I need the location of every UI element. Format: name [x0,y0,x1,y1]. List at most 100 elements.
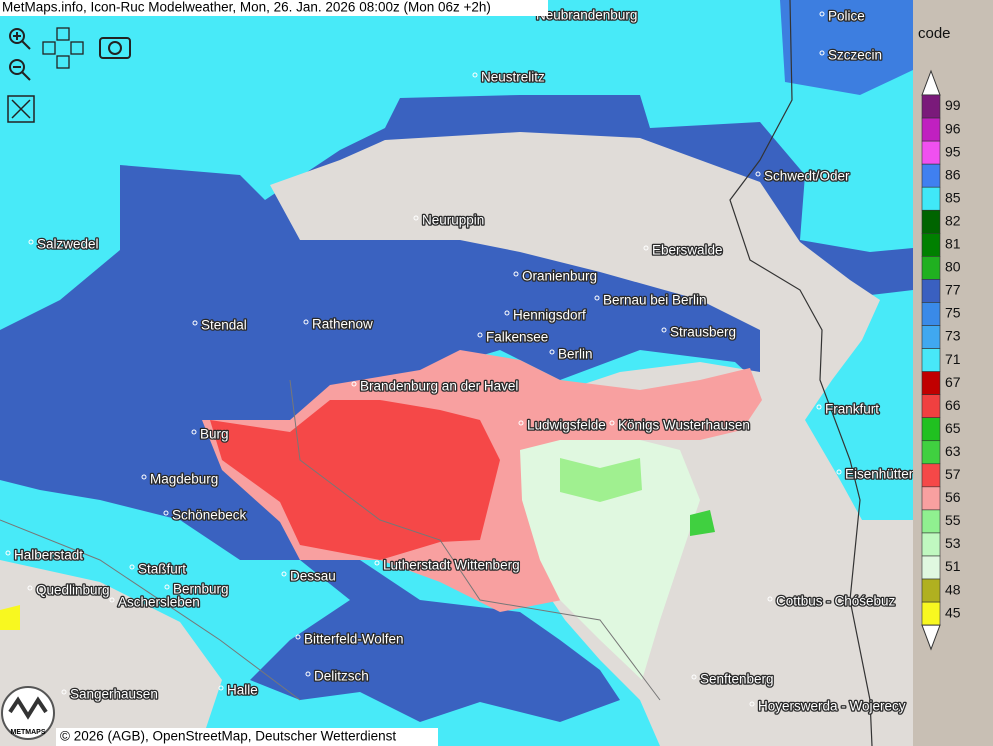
city-dot [819,50,825,56]
map [0,0,913,746]
copyright: © 2026 (AGB), OpenStreetMap, Deutscher W… [60,729,396,744]
logo-text: METMAPS [11,729,46,736]
city-label: Cottbus - Chóśebuz [776,594,896,609]
area-51 [520,440,700,680]
legend-label: 55 [945,512,961,528]
legend-label: 99 [945,97,961,113]
city-label: Bernburg [173,582,229,597]
legend-label: 45 [945,604,961,620]
city-dot [749,701,755,707]
legend-swatch [921,186,941,211]
city-dot [518,420,524,426]
city-label: Neuruppin [422,213,484,228]
legend-arrow-bottom [921,624,941,651]
legend-swatch [921,279,941,303]
city-dot [472,72,478,78]
city-dot [164,584,170,590]
country-border [729,0,873,746]
city-label: Staßfurt [138,562,186,577]
city-dot [163,510,169,516]
city-dot [61,689,67,695]
legend-label: 80 [945,259,961,275]
legend-swatch [921,325,941,349]
city-label: Hennigsdorf [513,308,586,323]
legend: 99 96 95 86 85 82 81 80 77 75 73 71 67 66 65 63 57 56 55 53… [921,69,961,651]
legend-swatch [921,256,941,280]
legend-swatch [921,348,941,372]
legend-swatch [921,371,941,395]
legend-label: 57 [945,466,961,482]
city-label: Bitterfeld-Wolfen [304,632,404,647]
city-dot [661,327,667,333]
city-label: Schönebeck [172,508,247,523]
city-dot [691,674,697,680]
city-label: Eberswalde [652,243,723,258]
legend-swatch [921,140,941,165]
legend-label: 77 [945,282,961,298]
screenshot[interactable] [99,37,131,59]
city-label: Halberstadt [14,548,83,563]
legend-label: 71 [945,351,961,367]
area-55 [560,458,642,502]
legend-swatch [921,440,941,465]
city-label: Sangerhausen [70,687,158,702]
legend-swatch [921,578,941,603]
fullscreen[interactable] [7,95,35,123]
zoom-out[interactable] [9,59,31,81]
legend-label: 51 [945,558,961,574]
legend-swatch [921,601,941,626]
city-dot [5,550,11,556]
pan[interactable] [42,27,84,69]
city-dot [477,332,483,338]
city-dot [594,295,600,301]
city-dot [109,597,115,603]
footer-bg [56,728,438,746]
city-dot [305,671,311,677]
city-label: Brandenburg an der Havel [360,379,518,394]
legend-label: 82 [945,212,961,228]
city-label: Stendal [201,318,247,333]
city-dot [28,239,34,245]
city-label: Oranienburg [522,269,597,284]
legend-swatch [921,163,941,188]
legend-label: 81 [945,236,961,252]
city-label: Ludwigsfelde [527,418,606,433]
legend-label: 85 [945,189,961,205]
city-dot [549,349,555,355]
area-63 [690,510,715,536]
header-title: MetMaps.info, Icon-Ruc Modelweather, Mon… [2,0,491,15]
city-label: Police [828,9,865,24]
legend-label: 65 [945,420,961,436]
area-no-precip [0,560,222,746]
legend-swatch [921,233,941,257]
city-dot [816,404,822,410]
city-label: Dessau [290,569,336,584]
city-dot [295,634,301,640]
legend-swatch [921,463,941,488]
legend-swatch [921,302,941,326]
city-dot [351,381,357,387]
city-label: Delitzsch [314,669,369,684]
logo: METMAPS [1,686,55,740]
city-dot [141,474,147,480]
city-dot [819,11,825,17]
city-label: Königs Wusterhausen [618,418,750,433]
area-75 [780,0,913,95]
map-controls [7,27,131,123]
legend-label: 75 [945,305,961,321]
zoom-in[interactable] [9,28,31,50]
city-label: Neustrelitz [481,70,545,85]
state-border [0,379,661,701]
legend-label: 96 [945,120,961,136]
legend-swatch [921,486,941,511]
city-label: Magdeburg [150,472,218,487]
city-dot [609,420,615,426]
legend-swatch [921,94,941,119]
legend-label: 95 [945,143,961,159]
city-dot [767,596,773,602]
city-label: Senftenberg [700,672,774,687]
legend-swatch [921,532,941,557]
city-label: Falkensee [486,330,548,345]
city-label: Halle [227,683,258,698]
